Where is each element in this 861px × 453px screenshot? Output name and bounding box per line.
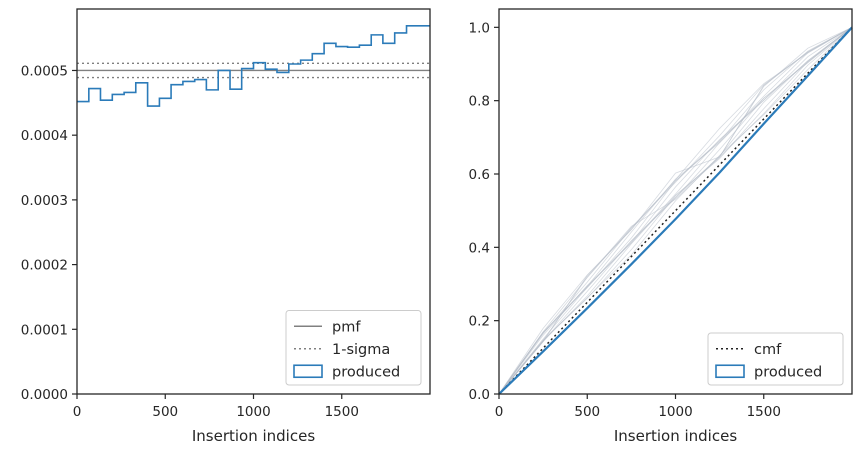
right-legend-label-1: produced <box>754 364 822 380</box>
left-legend-box <box>285 310 422 386</box>
left-legend: pmf 1-sigma produced <box>285 310 422 386</box>
right-plot-frame <box>498 8 853 395</box>
right-y-tick-label: 0.2 <box>469 314 490 330</box>
left-legend-label-0: pmf <box>332 319 361 335</box>
left-y-tick-label: 0.0003 <box>21 193 68 209</box>
right-legend: cmf produced <box>707 332 844 386</box>
left-x-tick-label: 1000 <box>236 404 270 420</box>
right-y-tick-label: 1.0 <box>469 20 490 36</box>
right-x-tick-label: 1500 <box>747 404 781 420</box>
right-x-tick-label: 500 <box>574 404 600 420</box>
right-y-tick-label: 0.6 <box>469 167 490 183</box>
left-y-tick-label: 0.0000 <box>21 387 68 403</box>
left-legend-label-2: produced <box>332 364 400 380</box>
left-x-tick-label: 1500 <box>325 404 359 420</box>
left-y-tick-label: 0.0001 <box>21 322 68 338</box>
produced-step-line <box>77 25 430 107</box>
right-y-tick-label: 0.8 <box>469 94 490 110</box>
left-legend-label-1: 1-sigma <box>332 342 390 358</box>
left-legend-swatch-2 <box>293 364 323 379</box>
produced-cmf-line <box>498 26 853 395</box>
right-x-tick-label: 0 <box>495 404 504 420</box>
left-x-tick-label: 500 <box>152 404 178 420</box>
left-y-tick-label: 0.0002 <box>21 258 68 274</box>
right-legend-swatch-1 <box>715 364 745 379</box>
right-y-tick-label: 0.0 <box>469 387 490 403</box>
cmf-panel: 0 500 1000 1500 0.0 0.2 0.4 0.6 0.8 1.0 Insertion … <box>469 8 853 445</box>
faint-realisation-line <box>498 27 853 395</box>
right-y-tick-label: 0.4 <box>469 240 490 256</box>
left-y-tick-label: 0.0005 <box>21 63 68 79</box>
left-plot-frame <box>76 8 431 395</box>
pmf-panel: 0 500 1000 1500 0.0000 0.0001 0.0002 0.0003 0.00… <box>21 8 431 445</box>
right-legend-label-0: cmf <box>754 342 782 358</box>
left-x-axis-label: Insertion indices <box>192 427 315 445</box>
left-x-tick-label: 0 <box>73 404 82 420</box>
faint-realisation-line <box>498 26 853 395</box>
right-x-axis-label: Insertion indices <box>614 427 737 445</box>
right-legend-box <box>707 332 844 386</box>
right-x-tick-label: 1000 <box>658 404 692 420</box>
faint-realisation-line <box>498 26 853 395</box>
left-y-tick-label: 0.0004 <box>21 128 68 144</box>
